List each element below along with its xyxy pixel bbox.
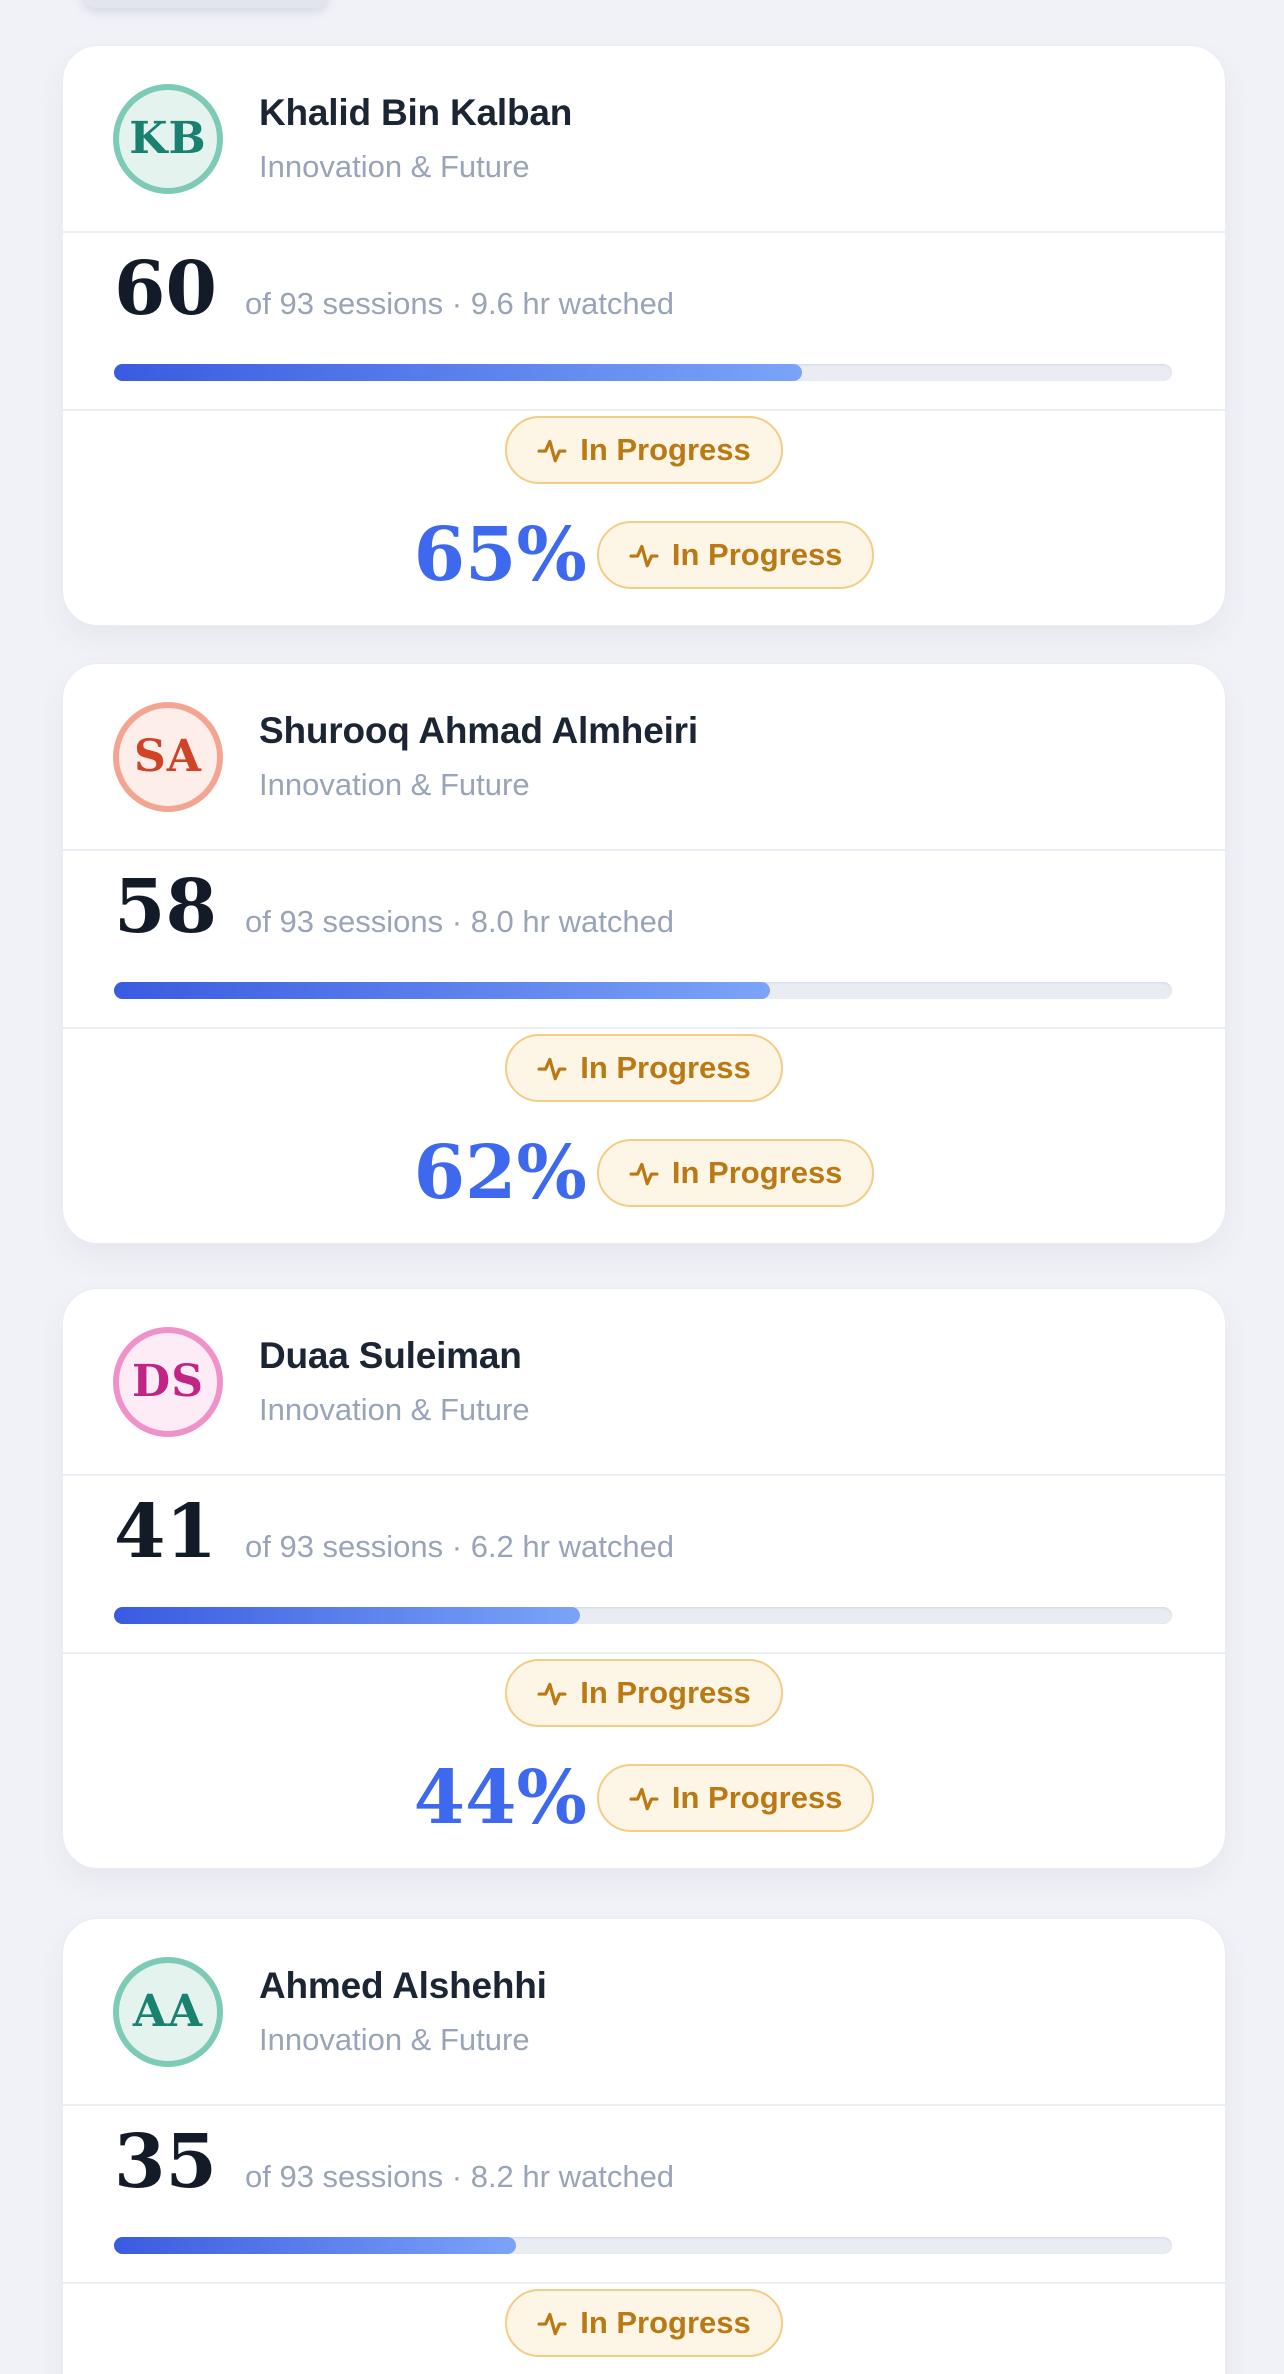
avatar: KB [113, 83, 223, 194]
progress-bar-fill [114, 364, 802, 381]
scrolled-card-remnant [82, 0, 328, 8]
sessions-completed-count: 60 [114, 246, 217, 332]
divider [63, 1474, 1225, 1476]
student-track: Innovation & Future [259, 766, 530, 802]
status-badge-label: In Progress [671, 1155, 843, 1190]
student-name: Shurooq Ahmad Almheiri [259, 710, 698, 752]
student-card-header: AA Ahmed Alshehhi Innovation & Future [63, 1919, 1225, 2104]
status-badge: In Progress [596, 1139, 875, 1207]
progress-bar-fill [114, 1607, 580, 1624]
student-card-stats: 58 of 93 sessions · 8.0 hr watched [63, 851, 1225, 1027]
student-card-stats: 35 of 93 sessions · 8.2 hr watched [63, 2106, 1225, 2282]
avatar: DS [113, 1326, 223, 1437]
student-card[interactable]: SA Shurooq Ahmad Almheiri Innovation & F… [62, 663, 1226, 1244]
activity-icon [537, 2312, 567, 2336]
student-card[interactable]: DS Duaa Suleiman Innovation & Future 41 … [62, 1288, 1226, 1869]
completion-percent: 65% [413, 512, 587, 598]
status-badge-label: In Progress [580, 432, 751, 467]
status-badge-label: In Progress [580, 2305, 751, 2340]
sessions-completed-count: 35 [114, 2119, 217, 2205]
activity-icon [629, 1162, 659, 1186]
progress-bar-track [114, 982, 1172, 999]
progress-bar-fill [114, 2237, 517, 2254]
student-track: Innovation & Future [259, 148, 530, 184]
student-track: Innovation & Future [259, 2021, 530, 2057]
divider [63, 1652, 1225, 1654]
avatar: AA [113, 1956, 223, 2067]
student-card-status: In Progress 44% In Progress [63, 1659, 1225, 1868]
student-card-status: In Progress 65% In Progress [63, 416, 1225, 625]
progress-bar-track [114, 364, 1172, 381]
progress-bar-track [114, 2237, 1172, 2254]
divider [63, 2104, 1225, 2106]
activity-icon [537, 1057, 567, 1081]
student-card-stats: 60 of 93 sessions · 9.6 hr watched [63, 233, 1225, 409]
status-badge: In Progress [505, 1659, 783, 1727]
sessions-summary-text: of 93 sessions · 8.0 hr watched [244, 904, 675, 939]
student-name: Duaa Suleiman [259, 1335, 522, 1377]
activity-icon [629, 1787, 659, 1811]
progress-bar-track [114, 1607, 1172, 1624]
divider [63, 231, 1225, 233]
activity-icon [537, 1682, 567, 1706]
avatar: SA [113, 701, 223, 812]
sessions-summary-text: of 93 sessions · 8.2 hr watched [244, 2159, 675, 2194]
student-card-status: In Progress [63, 2289, 1225, 2374]
student-card[interactable]: KB Khalid Bin Kalban Innovation & Future… [62, 45, 1226, 626]
sessions-completed-count: 58 [114, 864, 217, 950]
student-card-header: SA Shurooq Ahmad Almheiri Innovation & F… [63, 664, 1225, 849]
divider [63, 849, 1225, 851]
divider [63, 1027, 1225, 1029]
status-badge: In Progress [596, 521, 875, 589]
student-card[interactable]: AA Ahmed Alshehhi Innovation & Future 35… [62, 1918, 1226, 2374]
student-name: Ahmed Alshehhi [259, 1965, 547, 2007]
progress-bar-fill [114, 982, 770, 999]
status-badge: In Progress [505, 2289, 783, 2357]
activity-icon [629, 544, 659, 568]
sessions-summary-text: of 93 sessions · 9.6 hr watched [244, 286, 675, 321]
divider [63, 409, 1225, 411]
status-badge-label: In Progress [671, 537, 843, 572]
status-badge-label: In Progress [580, 1675, 751, 1710]
sessions-summary-text: of 93 sessions · 6.2 hr watched [244, 1529, 675, 1564]
status-badge: In Progress [505, 1034, 783, 1102]
activity-icon [537, 439, 567, 463]
status-badge-label: In Progress [580, 1050, 751, 1085]
completion-percent: 62% [413, 1130, 587, 1216]
student-card-header: KB Khalid Bin Kalban Innovation & Future [63, 46, 1225, 231]
status-badge: In Progress [596, 1764, 875, 1832]
status-badge-label: In Progress [671, 1780, 843, 1815]
student-card-header: DS Duaa Suleiman Innovation & Future [63, 1289, 1225, 1474]
student-card-stats: 41 of 93 sessions · 6.2 hr watched [63, 1476, 1225, 1652]
divider [63, 2282, 1225, 2284]
student-track: Innovation & Future [259, 1391, 530, 1427]
status-badge: In Progress [505, 416, 783, 484]
student-name: Khalid Bin Kalban [259, 92, 573, 134]
sessions-completed-count: 41 [114, 1489, 217, 1575]
student-card-status: In Progress 62% In Progress [63, 1034, 1225, 1243]
completion-percent: 44% [413, 1755, 587, 1841]
